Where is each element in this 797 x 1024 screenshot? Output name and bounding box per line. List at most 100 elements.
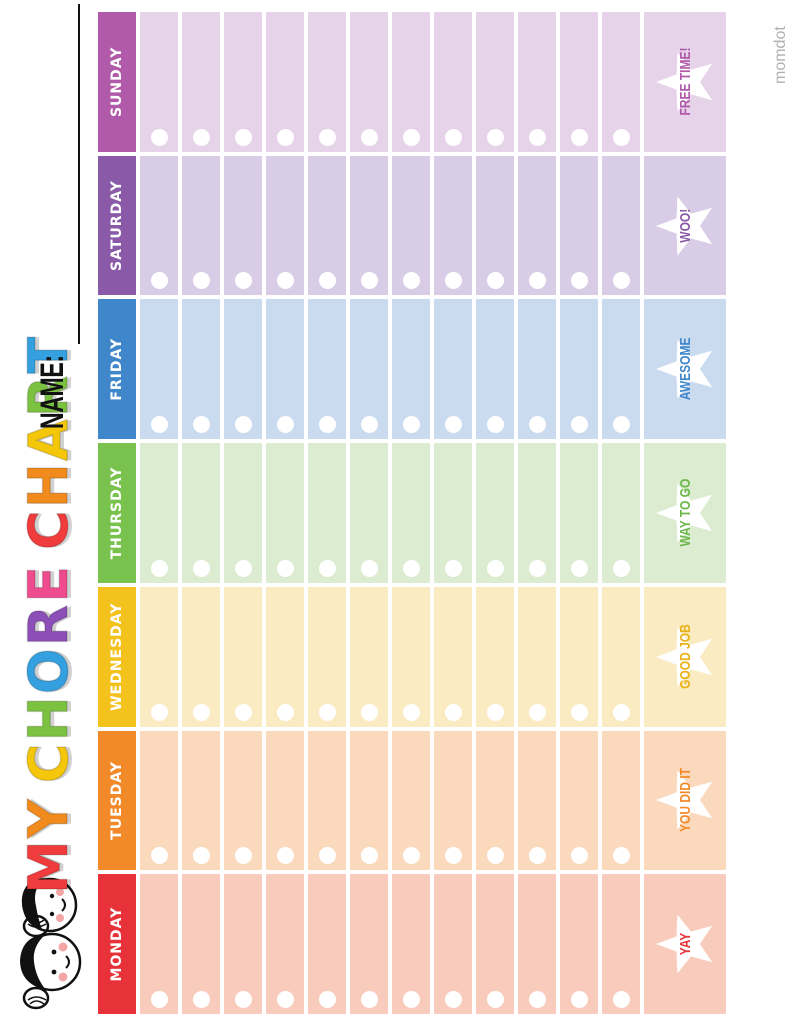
checkbox-circle[interactable] [444, 991, 462, 1008]
checkbox-circle[interactable] [402, 703, 420, 721]
chore-cell[interactable] [350, 11, 388, 152]
chore-cell[interactable] [140, 443, 178, 583]
checkbox-circle[interactable] [444, 703, 462, 721]
chore-cell[interactable] [266, 443, 304, 583]
chore-cell[interactable] [350, 730, 388, 871]
chore-cell[interactable] [434, 155, 472, 296]
chore-cell[interactable] [434, 443, 472, 583]
chore-cell[interactable] [308, 299, 346, 440]
chore-cell[interactable] [560, 443, 598, 583]
chore-cell[interactable] [602, 443, 640, 583]
checkbox-circle[interactable] [192, 703, 210, 721]
checkbox-circle[interactable] [570, 559, 588, 577]
chore-cell[interactable] [560, 11, 598, 152]
chore-cell[interactable] [308, 586, 346, 727]
checkbox-circle[interactable] [486, 416, 504, 434]
checkbox-circle[interactable] [570, 703, 588, 721]
chore-cell[interactable] [602, 874, 640, 1014]
checkbox-circle[interactable] [234, 416, 252, 434]
checkbox-circle[interactable] [528, 416, 546, 434]
chore-cell[interactable] [224, 586, 262, 727]
chore-cell[interactable] [518, 874, 556, 1014]
checkbox-circle[interactable] [150, 991, 168, 1008]
checkbox-circle[interactable] [360, 272, 378, 290]
checkbox-circle[interactable] [612, 272, 630, 290]
chore-cell[interactable] [224, 443, 262, 583]
chore-cell[interactable] [476, 299, 514, 440]
checkbox-circle[interactable] [486, 128, 504, 146]
checkbox-circle[interactable] [318, 416, 336, 434]
chore-cell[interactable] [182, 874, 220, 1014]
checkbox-circle[interactable] [486, 559, 504, 577]
checkbox-circle[interactable] [150, 703, 168, 721]
checkbox-circle[interactable] [360, 559, 378, 577]
checkbox-circle[interactable] [444, 272, 462, 290]
checkbox-circle[interactable] [234, 991, 252, 1008]
chore-cell[interactable] [518, 586, 556, 727]
chore-cell[interactable] [602, 299, 640, 440]
checkbox-circle[interactable] [192, 847, 210, 865]
checkbox-circle[interactable] [276, 559, 294, 577]
chore-cell[interactable] [434, 11, 472, 152]
checkbox-circle[interactable] [486, 703, 504, 721]
checkbox-circle[interactable] [528, 991, 546, 1008]
chore-cell[interactable] [350, 443, 388, 583]
chore-cell[interactable] [392, 155, 430, 296]
checkbox-circle[interactable] [276, 991, 294, 1008]
checkbox-circle[interactable] [318, 703, 336, 721]
checkbox-circle[interactable] [150, 416, 168, 434]
checkbox-circle[interactable] [612, 559, 630, 577]
checkbox-circle[interactable] [612, 128, 630, 146]
checkbox-circle[interactable] [276, 416, 294, 434]
chore-cell[interactable] [182, 11, 220, 152]
chore-cell[interactable] [350, 586, 388, 727]
chore-cell[interactable] [434, 730, 472, 871]
checkbox-circle[interactable] [612, 847, 630, 865]
checkbox-circle[interactable] [444, 847, 462, 865]
chore-cell[interactable] [182, 586, 220, 727]
checkbox-circle[interactable] [612, 703, 630, 721]
checkbox-circle[interactable] [360, 847, 378, 865]
chore-cell[interactable] [518, 730, 556, 871]
chore-cell[interactable] [182, 299, 220, 440]
chore-cell[interactable] [602, 730, 640, 871]
chore-cell[interactable] [476, 443, 514, 583]
chore-cell[interactable] [434, 299, 472, 440]
chore-cell[interactable] [476, 11, 514, 152]
checkbox-circle[interactable] [318, 559, 336, 577]
checkbox-circle[interactable] [276, 703, 294, 721]
checkbox-circle[interactable] [192, 991, 210, 1008]
checkbox-circle[interactable] [402, 559, 420, 577]
chore-cell[interactable] [476, 874, 514, 1014]
checkbox-circle[interactable] [444, 128, 462, 146]
chore-cell[interactable] [476, 155, 514, 296]
checkbox-circle[interactable] [528, 847, 546, 865]
chore-cell[interactable] [518, 443, 556, 583]
chore-cell[interactable] [182, 443, 220, 583]
checkbox-circle[interactable] [318, 128, 336, 146]
chore-cell[interactable] [308, 730, 346, 871]
checkbox-circle[interactable] [486, 991, 504, 1008]
chore-cell[interactable] [224, 299, 262, 440]
checkbox-circle[interactable] [570, 272, 588, 290]
checkbox-circle[interactable] [402, 847, 420, 865]
chore-cell[interactable] [392, 586, 430, 727]
chore-cell[interactable] [140, 874, 178, 1014]
chore-cell[interactable] [266, 730, 304, 871]
chore-cell[interactable] [560, 730, 598, 871]
chore-cell[interactable] [560, 155, 598, 296]
checkbox-circle[interactable] [318, 847, 336, 865]
chore-cell[interactable] [224, 874, 262, 1014]
chore-cell[interactable] [308, 155, 346, 296]
chore-cell[interactable] [434, 874, 472, 1014]
chore-cell[interactable] [308, 443, 346, 583]
checkbox-circle[interactable] [402, 272, 420, 290]
chore-cell[interactable] [266, 11, 304, 152]
checkbox-circle[interactable] [234, 272, 252, 290]
chore-cell[interactable] [266, 299, 304, 440]
chore-cell[interactable] [476, 586, 514, 727]
chore-cell[interactable] [518, 11, 556, 152]
checkbox-circle[interactable] [360, 991, 378, 1008]
chore-cell[interactable] [602, 586, 640, 727]
chore-cell[interactable] [308, 11, 346, 152]
